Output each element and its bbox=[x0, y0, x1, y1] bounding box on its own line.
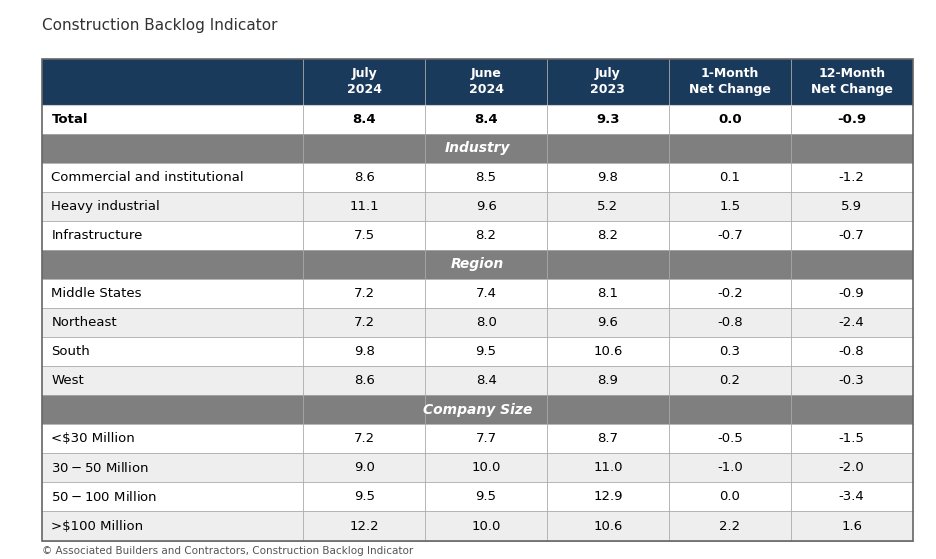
Text: June
2024: June 2024 bbox=[469, 67, 504, 96]
Bar bbox=[42, 250, 913, 279]
Text: 10.6: 10.6 bbox=[593, 519, 622, 533]
Text: 8.6: 8.6 bbox=[354, 170, 374, 184]
Text: Company Size: Company Size bbox=[423, 402, 532, 417]
Text: 7.2: 7.2 bbox=[354, 287, 374, 300]
Text: 10.0: 10.0 bbox=[472, 519, 501, 533]
Text: 5.2: 5.2 bbox=[597, 200, 619, 213]
Text: 7.4: 7.4 bbox=[475, 287, 497, 300]
Bar bbox=[42, 279, 913, 308]
Text: 11.1: 11.1 bbox=[349, 200, 379, 213]
Text: Infrastructure: Infrastructure bbox=[51, 229, 143, 242]
Text: Northeast: Northeast bbox=[51, 316, 117, 329]
Text: 9.8: 9.8 bbox=[354, 345, 374, 358]
Text: Total: Total bbox=[51, 112, 88, 126]
Text: -1.0: -1.0 bbox=[717, 461, 742, 475]
Text: 9.5: 9.5 bbox=[475, 490, 497, 504]
Text: -0.7: -0.7 bbox=[839, 229, 865, 242]
Text: -0.5: -0.5 bbox=[717, 432, 742, 446]
Text: 7.5: 7.5 bbox=[354, 229, 374, 242]
Text: 7.7: 7.7 bbox=[475, 432, 497, 446]
Bar bbox=[42, 59, 913, 541]
Text: 11.0: 11.0 bbox=[593, 461, 622, 475]
Text: 9.6: 9.6 bbox=[597, 316, 619, 329]
Text: 1.5: 1.5 bbox=[719, 200, 740, 213]
Text: 9.5: 9.5 bbox=[354, 490, 374, 504]
Text: 8.4: 8.4 bbox=[352, 112, 376, 126]
Text: 8.4: 8.4 bbox=[475, 112, 498, 126]
Text: 1.6: 1.6 bbox=[841, 519, 862, 533]
Text: Heavy industrial: Heavy industrial bbox=[51, 200, 160, 213]
Text: July
2023: July 2023 bbox=[591, 67, 625, 96]
Text: Region: Region bbox=[451, 257, 504, 272]
Text: 9.3: 9.3 bbox=[596, 112, 620, 126]
Text: 9.6: 9.6 bbox=[475, 200, 496, 213]
Bar bbox=[42, 366, 913, 395]
Text: Construction Backlog Indicator: Construction Backlog Indicator bbox=[42, 18, 278, 32]
Text: -2.4: -2.4 bbox=[839, 316, 865, 329]
Text: -0.9: -0.9 bbox=[837, 112, 866, 126]
Bar bbox=[42, 395, 913, 424]
Bar bbox=[42, 105, 913, 134]
Text: -0.3: -0.3 bbox=[839, 374, 865, 387]
Text: South: South bbox=[51, 345, 90, 358]
Text: 7.2: 7.2 bbox=[354, 432, 374, 446]
Text: -2.0: -2.0 bbox=[839, 461, 865, 475]
Text: 7.2: 7.2 bbox=[354, 316, 374, 329]
Text: -0.8: -0.8 bbox=[839, 345, 865, 358]
Text: 0.2: 0.2 bbox=[719, 374, 740, 387]
Text: 0.0: 0.0 bbox=[720, 490, 740, 504]
Bar bbox=[42, 134, 913, 163]
Bar bbox=[42, 482, 913, 511]
Bar bbox=[42, 163, 913, 192]
Bar bbox=[42, 192, 913, 221]
Text: 8.9: 8.9 bbox=[597, 374, 619, 387]
Bar bbox=[42, 453, 913, 482]
Bar bbox=[42, 308, 913, 337]
Text: 2.2: 2.2 bbox=[719, 519, 740, 533]
Bar bbox=[42, 424, 913, 453]
Text: 12-Month
Net Change: 12-Month Net Change bbox=[811, 67, 893, 96]
Text: 0.0: 0.0 bbox=[718, 112, 741, 126]
Text: -0.7: -0.7 bbox=[717, 229, 742, 242]
Text: Middle States: Middle States bbox=[51, 287, 142, 300]
Text: 5.9: 5.9 bbox=[841, 200, 862, 213]
Text: 12.9: 12.9 bbox=[593, 490, 622, 504]
Text: $50-$100 Million: $50-$100 Million bbox=[51, 490, 158, 504]
Text: 8.4: 8.4 bbox=[475, 374, 496, 387]
Text: -1.5: -1.5 bbox=[839, 432, 865, 446]
Text: 8.2: 8.2 bbox=[597, 229, 619, 242]
Text: 8.1: 8.1 bbox=[597, 287, 619, 300]
Text: -3.4: -3.4 bbox=[839, 490, 865, 504]
Text: 8.5: 8.5 bbox=[475, 170, 497, 184]
Text: Commercial and institutional: Commercial and institutional bbox=[51, 170, 244, 184]
Text: -0.2: -0.2 bbox=[717, 287, 742, 300]
Text: 9.8: 9.8 bbox=[597, 170, 619, 184]
Text: July
2024: July 2024 bbox=[346, 67, 382, 96]
Text: 10.6: 10.6 bbox=[593, 345, 622, 358]
Text: 12.2: 12.2 bbox=[349, 519, 379, 533]
Text: 8.0: 8.0 bbox=[475, 316, 496, 329]
Bar bbox=[42, 59, 913, 105]
Text: West: West bbox=[51, 374, 84, 387]
Text: Industry: Industry bbox=[445, 141, 510, 155]
Text: $30-$50 Million: $30-$50 Million bbox=[51, 461, 150, 475]
Text: 8.6: 8.6 bbox=[354, 374, 374, 387]
Bar bbox=[42, 221, 913, 250]
Text: 9.0: 9.0 bbox=[354, 461, 374, 475]
Text: 0.1: 0.1 bbox=[719, 170, 740, 184]
Text: >$100 Million: >$100 Million bbox=[51, 519, 143, 533]
Text: 10.0: 10.0 bbox=[472, 461, 501, 475]
Text: 8.7: 8.7 bbox=[597, 432, 619, 446]
Bar bbox=[42, 511, 913, 541]
Text: 1-Month
Net Change: 1-Month Net Change bbox=[689, 67, 770, 96]
Text: <$30 Million: <$30 Million bbox=[51, 432, 135, 446]
Bar bbox=[42, 337, 913, 366]
Text: © Associated Builders and Contractors, Construction Backlog Indicator: © Associated Builders and Contractors, C… bbox=[42, 546, 414, 556]
Text: -0.9: -0.9 bbox=[839, 287, 865, 300]
Text: -1.2: -1.2 bbox=[839, 170, 865, 184]
Text: 0.3: 0.3 bbox=[719, 345, 740, 358]
Text: 9.5: 9.5 bbox=[475, 345, 497, 358]
Text: -0.8: -0.8 bbox=[717, 316, 742, 329]
Text: 8.2: 8.2 bbox=[475, 229, 497, 242]
